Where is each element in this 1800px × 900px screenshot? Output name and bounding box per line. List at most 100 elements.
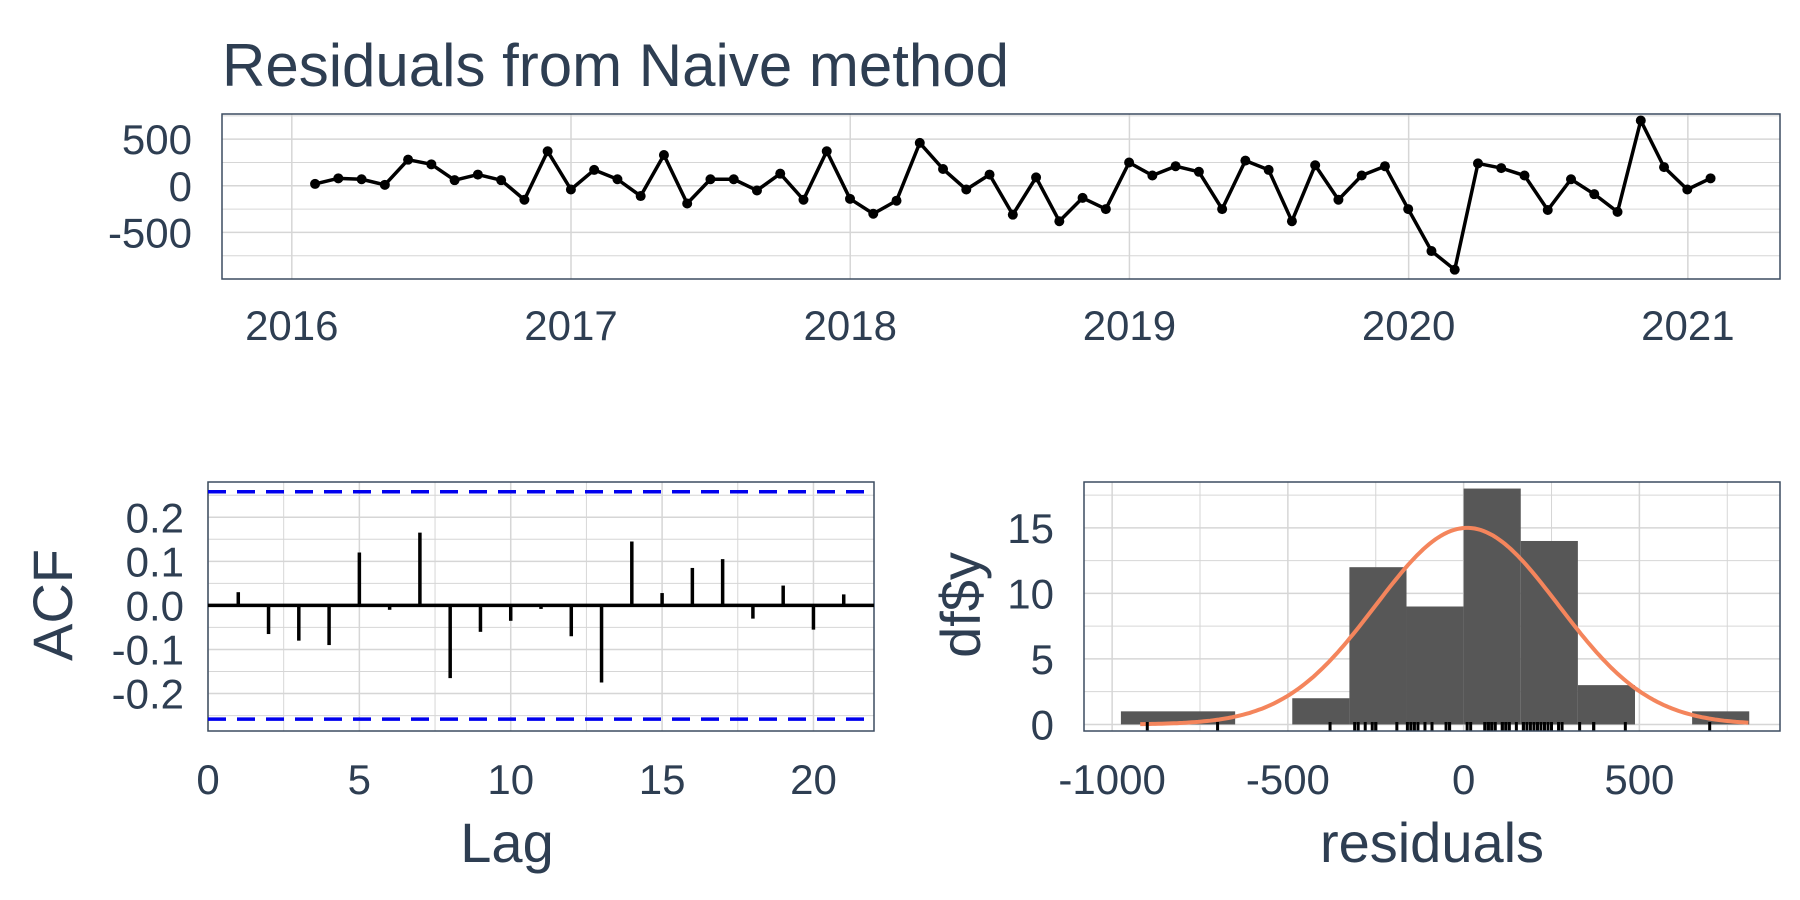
residual-point [728, 174, 739, 185]
ts-x-tick-label: 2020 [1362, 302, 1455, 349]
acf-y-tick-label: 0.2 [126, 494, 184, 541]
residual-point [612, 174, 623, 185]
ts-x-tick-label: 2018 [804, 302, 897, 349]
hist-panel-border [1083, 481, 1781, 732]
histogram-bar [1406, 606, 1464, 725]
residual-point [1217, 204, 1228, 215]
residual-point [403, 154, 414, 165]
residual-point [1054, 216, 1065, 227]
residual-point [542, 146, 553, 157]
residual-point [1077, 192, 1088, 203]
chart-title: Residuals from Naive method [222, 32, 1009, 99]
acf-panel: 0.20.10.0-0.1-0.2 0 5 10 15 20 [112, 481, 875, 803]
residual-point [426, 159, 437, 170]
residual-point [1147, 170, 1158, 181]
residual-point [333, 173, 344, 184]
residual-point [1170, 161, 1181, 172]
acf-y-tick-label: -0.2 [112, 671, 184, 718]
ts-panel-border [221, 113, 1781, 280]
residual-point [1031, 172, 1042, 183]
residual-point [1193, 166, 1204, 177]
residual-point [775, 168, 786, 179]
acf-x-axis-title: Lag [460, 811, 553, 874]
histogram-y-axis-title: df$y [929, 552, 992, 658]
residual-point [310, 178, 321, 189]
residual-point [961, 184, 972, 195]
residual-point [519, 194, 530, 205]
acf-x-tick-label: 10 [487, 756, 534, 803]
residual-point [658, 150, 669, 161]
residual-point [1496, 163, 1507, 174]
acf-x-tick-label: 5 [348, 756, 371, 803]
residual-point [1566, 174, 1577, 185]
residual-point [938, 164, 949, 174]
residual-point [449, 175, 460, 186]
acf-y-axis-title: ACF [21, 549, 84, 661]
hist-y-tick-label: 15 [1007, 505, 1054, 552]
residual-point [705, 174, 716, 185]
acf-x-tick-label: 0 [196, 756, 219, 803]
residual-point [1007, 209, 1018, 220]
residual-point [1100, 204, 1111, 215]
histogram-panel: 0 5 10 15 -1000 -500 0 500 [1007, 481, 1781, 803]
residual-point [1240, 155, 1251, 166]
ts-y-tick-label: 0 [169, 163, 192, 210]
residual-point [1589, 189, 1600, 200]
residual-point [496, 175, 507, 186]
hist-y-tick-label: 0 [1031, 701, 1054, 748]
residual-point [1286, 216, 1297, 227]
histogram-bar [1349, 567, 1407, 725]
histogram-bar [1577, 685, 1635, 725]
residual-point [1403, 204, 1414, 215]
histogram-bar [1463, 488, 1521, 725]
ts-x-tick-label: 2016 [245, 302, 338, 349]
residual-point [1426, 246, 1437, 257]
acf-x-tick-label: 15 [639, 756, 686, 803]
ts-y-tick-label: 500 [122, 116, 192, 163]
residual-point [868, 208, 879, 219]
hist-x-tick-label: -1000 [1058, 756, 1165, 803]
residual-point [1124, 157, 1135, 168]
ts-x-tick-label: 2017 [524, 302, 617, 349]
residual-point [565, 184, 576, 195]
acf-x-tick-label: 20 [790, 756, 837, 803]
residual-point [891, 195, 902, 206]
residual-point [589, 164, 600, 175]
residual-point [751, 185, 762, 196]
hist-x-tick-label: 0 [1452, 756, 1475, 803]
hist-y-tick-label: 10 [1007, 570, 1054, 617]
residual-point [845, 193, 856, 204]
residual-point [1705, 173, 1716, 184]
residual-point [1635, 115, 1646, 126]
residual-point [798, 194, 809, 205]
residual-point [1519, 170, 1530, 181]
residual-point [1379, 161, 1390, 172]
residual-point [984, 169, 995, 180]
ts-x-tick-label: 2021 [1641, 302, 1734, 349]
residual-point [1333, 194, 1344, 205]
residual-point [821, 146, 832, 157]
residual-point [1542, 205, 1553, 216]
histogram-x-axis-title: residuals [1320, 811, 1544, 874]
hist-x-tick-label: 500 [1604, 756, 1674, 803]
normal-density-curve [1140, 525, 1749, 727]
residual-point [472, 169, 483, 180]
residual-point [379, 179, 390, 190]
residual-point [635, 191, 646, 202]
residual-point [1472, 158, 1483, 169]
residual-point [356, 174, 367, 185]
residual-point [1682, 184, 1693, 195]
residual-point [1449, 264, 1460, 275]
residual-point [1310, 160, 1321, 171]
ts-y-tick-label: -500 [108, 209, 192, 256]
residual-point [914, 137, 925, 148]
acf-y-tick-label: -0.1 [112, 626, 184, 673]
hist-x-tick-label: -500 [1246, 756, 1330, 803]
residual-point [1612, 206, 1623, 217]
residual-point [1263, 164, 1274, 175]
residual-point [1659, 162, 1670, 173]
residual-point [682, 198, 693, 209]
